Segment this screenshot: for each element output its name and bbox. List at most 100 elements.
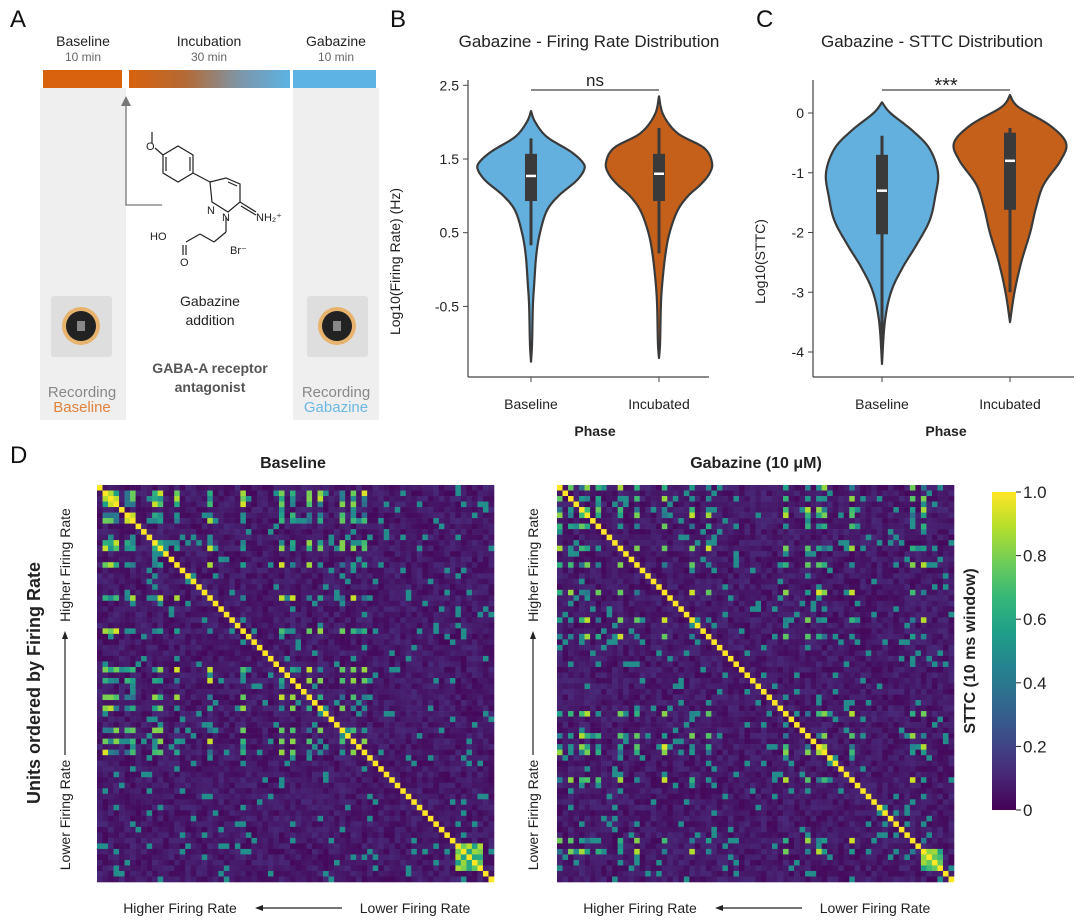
heatmap-cell [339, 700, 346, 706]
heatmap-cell [130, 639, 136, 646]
heatmap-cell [350, 815, 357, 822]
heatmap-cell [185, 534, 192, 541]
heatmap-cell [323, 562, 329, 569]
heatmap-cell [295, 523, 302, 530]
heatmap-cell [256, 633, 263, 640]
heatmap-cell [477, 711, 484, 717]
heatmap-cell [229, 622, 236, 629]
heatmap-cell [477, 689, 484, 695]
heatmap-cell [185, 595, 192, 602]
heatmap-cell [163, 578, 169, 585]
heatmap-cell [190, 518, 197, 524]
heatmap-cell [207, 672, 214, 679]
heatmap-cell [289, 562, 296, 569]
heatmap-cell [339, 689, 346, 695]
heatmap-cell [361, 540, 368, 546]
heatmap-cell [433, 512, 440, 519]
heatmap-cell [345, 661, 351, 668]
heatmap-cell [223, 832, 230, 839]
heatmap-cell [119, 711, 125, 717]
heatmap-cell [190, 854, 197, 861]
heatmap-cell [273, 617, 280, 624]
heatmap-cell [163, 573, 169, 580]
heatmap-cell [455, 815, 462, 822]
heatmap-cell [383, 551, 390, 557]
heatmap-cell [245, 501, 252, 508]
heatmap-cell [460, 755, 467, 761]
heatmap-cell [130, 512, 136, 519]
heatmap-cell [113, 722, 120, 728]
heatmap-cell [97, 815, 103, 822]
heatmap-cell [444, 567, 451, 574]
heatmap-cell [174, 804, 181, 811]
phase-label-gabazine: Gabazine [306, 33, 366, 49]
heatmap-cell [317, 600, 324, 607]
heatmap-cell [301, 562, 307, 569]
heatmap-cell [317, 507, 324, 513]
heatmap-cell [477, 843, 484, 850]
heatmap-cell [135, 837, 142, 844]
heatmap-cell [405, 843, 412, 850]
heatmap-cell [157, 810, 164, 817]
heatmap-cell [207, 694, 214, 701]
heatmap-cell [130, 501, 136, 508]
heatmap-cell [119, 810, 125, 817]
heatmap-cell [471, 490, 478, 497]
heatmap-cell [185, 832, 192, 839]
heatmap-cell [339, 694, 346, 701]
heatmap-cell [256, 738, 263, 745]
heatmap-cell [460, 760, 467, 767]
heatmap-cell [394, 529, 401, 535]
heatmap-cell [378, 711, 385, 717]
heatmap-cell [174, 782, 181, 789]
heatmap-cell [328, 617, 335, 624]
heatmap-cell [372, 562, 379, 569]
heatmap-cell [97, 711, 103, 717]
heatmap-cell [477, 507, 484, 513]
heatmap-cell [267, 606, 274, 613]
heatmap-cell [240, 683, 247, 690]
heatmap-cell [157, 694, 164, 701]
heatmap-cell [190, 490, 197, 497]
heatmap-cell [295, 804, 302, 811]
heatmap-cell [212, 611, 219, 618]
heatmap-cell [223, 760, 230, 767]
heatmap-cell [212, 744, 219, 750]
heatmap-cell [405, 727, 412, 734]
heatmap-cell [223, 854, 230, 861]
heatmap-cell [251, 551, 258, 557]
heatmap-cell [400, 755, 407, 761]
heatmap-cell [240, 711, 247, 717]
heatmap-cell [301, 496, 307, 502]
heatmap-cell [427, 854, 434, 861]
heatmap-cell [317, 540, 324, 546]
heatmap-cell [427, 694, 434, 701]
heatmap-cell [471, 722, 478, 728]
heatmap-cell [267, 700, 274, 706]
heatmap-cell [234, 578, 241, 585]
heatmap-cell [141, 672, 147, 679]
heatmap-cell [108, 711, 114, 717]
heatmap-cell [477, 650, 484, 657]
heatmap-cell [119, 606, 125, 613]
heatmap-cell [229, 766, 236, 773]
heatmap-cell [394, 832, 401, 839]
heatmap-cell [130, 854, 136, 861]
heatmap-cell [334, 788, 340, 795]
heatmap-cell [289, 799, 296, 806]
heatmap-cell [262, 733, 269, 739]
heatmap-cell [345, 810, 351, 817]
heatmap-cell [234, 832, 241, 839]
heatmap-cell [113, 755, 120, 761]
heatmap-cell [108, 689, 114, 695]
heatmap-cell [146, 810, 153, 817]
heatmap-cell [345, 529, 351, 535]
heatmap-cell [471, 600, 478, 607]
heatmap-cell [201, 810, 208, 817]
molecule-br: Br⁻ [230, 245, 247, 257]
heatmap-cell [223, 793, 230, 800]
heatmap-cell [422, 639, 429, 646]
heatmap-cell [108, 556, 114, 563]
heatmap-cell [278, 650, 285, 657]
heatmap-cell [113, 672, 120, 679]
